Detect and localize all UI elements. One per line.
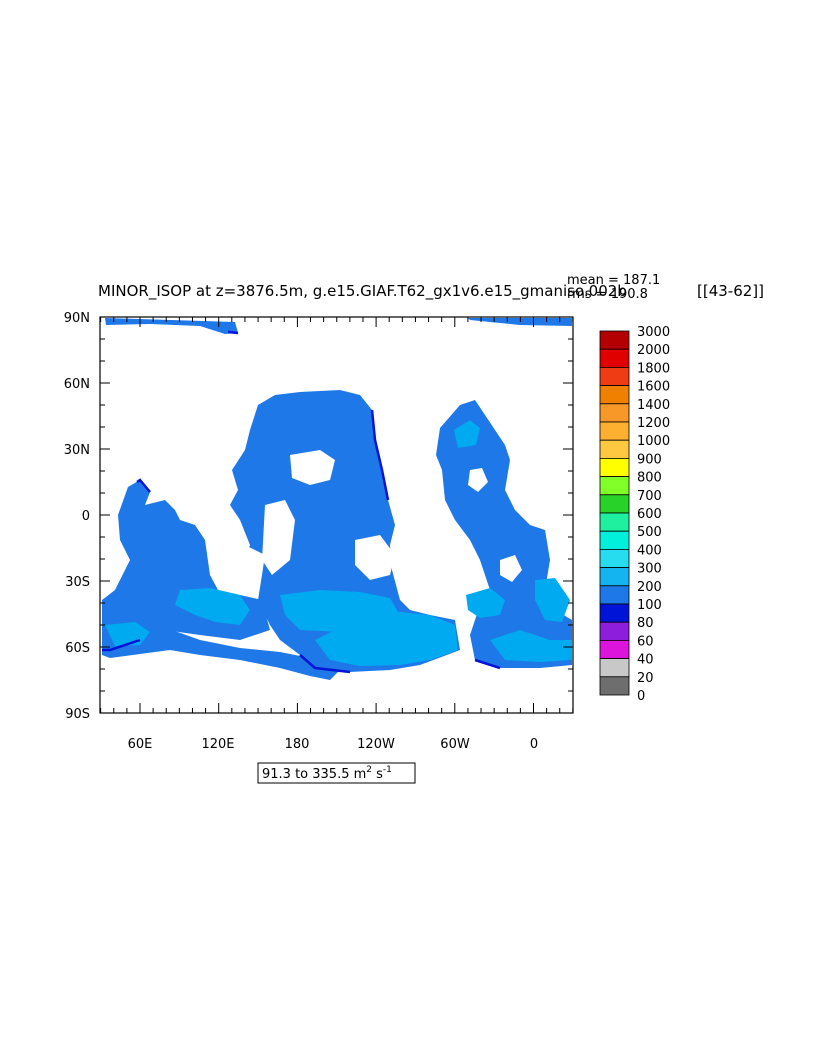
range-exp-m1: -1: [383, 765, 392, 775]
coastal-outlines: [102, 330, 501, 674]
colorbar-swatch: [599, 603, 630, 623]
colorbar-label: 400: [637, 543, 662, 558]
lon-tick-label: 180: [285, 737, 310, 752]
colorbar-label: 1200: [637, 416, 670, 431]
colorbar-swatch: [599, 585, 630, 605]
colorbar-label: 900: [637, 452, 662, 467]
lat-tick-label: 60N: [64, 377, 90, 392]
colorbar-swatch: [599, 403, 630, 423]
colorbar-swatch: [599, 385, 630, 405]
colorbar-swatch: [599, 366, 630, 386]
lat-tick-label: 0: [82, 509, 90, 524]
colorbar-label: 700: [637, 489, 662, 504]
lat-tick-label: 30N: [64, 443, 90, 458]
rms-label: rms = 190.8: [567, 287, 648, 302]
colorbar-swatch: [599, 658, 630, 678]
colorbar-label: 1600: [637, 380, 670, 395]
colorbar-swatch: [599, 530, 630, 550]
range-unit-s: s: [372, 767, 383, 782]
lon-tick-label: 60W: [440, 737, 470, 752]
colorbar-label: 1000: [637, 434, 670, 449]
southern-ocean-band: [102, 618, 340, 680]
colorbar-swatch: [599, 439, 630, 459]
lon-tick-label: 60E: [128, 737, 153, 752]
longitude-labels: 60E 120E 180 120W 60W 0: [128, 737, 539, 752]
lat-tick-label: 90S: [65, 707, 90, 722]
colorbar-label: 200: [637, 580, 662, 595]
range-value: 91.3 to 335.5 m: [262, 767, 366, 782]
colorbar-label: 3000: [637, 325, 670, 340]
period-label: [[43-62]]: [697, 282, 764, 300]
range-box: 91.3 to 335.5 m2 s-1: [257, 762, 416, 784]
colorbar-swatch: [599, 348, 630, 368]
colorbar-label: 60: [637, 634, 654, 649]
colorbar-swatch: [599, 512, 630, 532]
colorbar-label: 20: [637, 671, 654, 686]
colorbar-label: 100: [637, 598, 662, 613]
colorbar-label: 2000: [637, 343, 670, 358]
mean-label: mean = 187.1: [567, 273, 660, 288]
colorbar-swatch: [599, 549, 630, 569]
figure-title: MINOR_ISOP at z=3876.5m, g.e15.GIAF.T62_…: [98, 282, 627, 301]
map-panel: 90N 60N 30N 0 30S 60S 90S 60E 120E 180 1…: [64, 311, 574, 752]
colorbar-label: 600: [637, 507, 662, 522]
colorbar-label: 300: [637, 562, 662, 577]
colorbar-swatch: [599, 457, 630, 477]
lon-tick-label: 120W: [357, 737, 395, 752]
lat-tick-label: 60S: [65, 641, 90, 656]
colorbar-swatch: [599, 676, 630, 696]
colorbar-label: 1800: [637, 361, 670, 376]
colorbar-swatch: [599, 421, 630, 441]
colorbar-label: 80: [637, 616, 654, 631]
colorbar-swatch: [599, 330, 630, 350]
colorbar-swatch: [599, 567, 630, 587]
range-text: 91.3 to 335.5 m2 s-1: [262, 765, 392, 782]
colorbar-label: 1400: [637, 398, 670, 413]
colorbar-label: 40: [637, 653, 654, 668]
colorbar-swatch: [599, 494, 630, 514]
range-exp-2: 2: [366, 765, 372, 775]
lon-tick-label: 120E: [201, 737, 234, 752]
axis-ticks: [100, 316, 574, 714]
colorbar-label: 0: [637, 689, 645, 704]
colorbar-swatch: [599, 476, 630, 496]
lat-tick-label: 90N: [64, 311, 90, 326]
colorbar-label: 500: [637, 525, 662, 540]
land-holes: [210, 450, 522, 582]
lon-tick-label: 0: [530, 737, 538, 752]
colorbar-swatch: [599, 621, 630, 641]
lat-tick-label: 30S: [65, 575, 90, 590]
latitude-labels: 90N 60N 30N 0 30S 60S 90S: [64, 311, 90, 722]
colorbar: 3000200018001600140012001000900800700600…: [599, 325, 670, 704]
colorbar-label: 800: [637, 471, 662, 486]
arctic-strip-west: [105, 318, 238, 334]
colorbar-swatch: [599, 640, 630, 660]
